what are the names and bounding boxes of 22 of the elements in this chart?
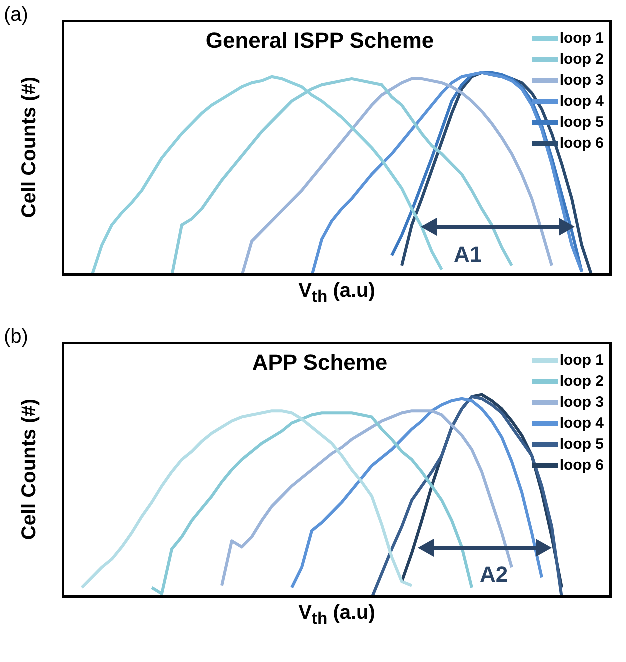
legend-label: loop 2 xyxy=(560,373,604,390)
legend-label: loop 4 xyxy=(560,415,604,432)
legend-label: loop 6 xyxy=(560,135,604,152)
text: (b) xyxy=(4,326,28,349)
legend-label: loop 6 xyxy=(560,457,604,474)
legend-label: loop 1 xyxy=(560,30,604,47)
chart-title: General ISPP Scheme xyxy=(206,28,434,53)
text: (a) xyxy=(4,4,28,27)
legend-label: loop 3 xyxy=(560,394,604,411)
legend-label: loop 5 xyxy=(560,114,604,131)
x-axis-title: V$_{th}$ (a.u) xyxy=(298,280,376,307)
annotation: A2 xyxy=(480,562,508,588)
legend-label: loop 2 xyxy=(560,51,604,68)
legend-label: loop 3 xyxy=(560,72,604,89)
legend-label: loop 5 xyxy=(560,436,604,453)
chart-title: APP Scheme xyxy=(252,350,388,375)
annotation: A1 xyxy=(454,242,482,268)
x-axis-title: V$_{th}$ (a.u) xyxy=(298,602,376,629)
legend-label: loop 1 xyxy=(560,352,604,369)
legend-label: loop 4 xyxy=(560,93,604,110)
y-axis-title: Cell Counts (#) xyxy=(18,76,40,218)
y-axis-title: Cell Counts (#) xyxy=(18,398,40,540)
